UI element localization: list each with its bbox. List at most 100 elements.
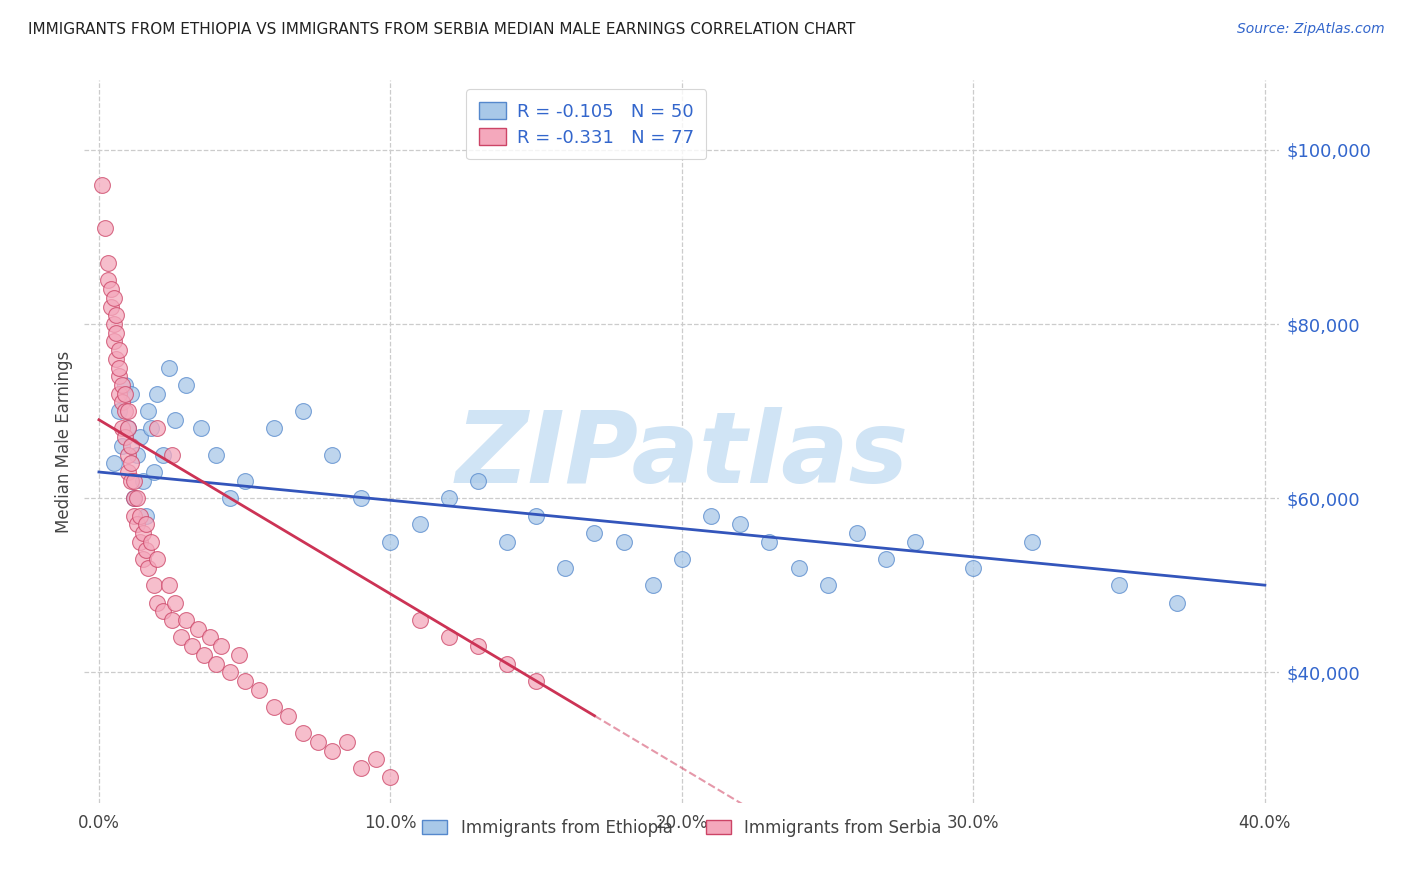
Point (125, 491, 148, 505)
Point (787, 561, 810, 575)
Point (135, 508, 157, 523)
Point (125, 517, 148, 532)
Text: ZIPatlas: ZIPatlas (456, 408, 908, 505)
Point (152, 604, 174, 618)
Point (875, 552, 897, 566)
Point (496, 534, 519, 549)
Point (114, 386, 136, 401)
Point (198, 631, 221, 645)
Point (122, 491, 145, 505)
Point (128, 534, 150, 549)
Point (138, 561, 160, 575)
Point (263, 700, 285, 714)
Point (176, 378, 198, 392)
Point (135, 543, 157, 558)
Point (321, 743, 343, 757)
Point (1108, 578, 1130, 592)
Point (641, 578, 664, 592)
Y-axis label: Median Male Earnings: Median Male Earnings (55, 351, 73, 533)
Point (700, 508, 723, 523)
Point (122, 508, 145, 523)
Point (103, 334, 125, 349)
Point (291, 404, 314, 418)
Point (125, 448, 148, 462)
Point (467, 639, 489, 653)
Point (671, 552, 693, 566)
Point (117, 465, 139, 479)
Point (350, 761, 373, 775)
Point (146, 596, 169, 610)
Point (131, 552, 153, 566)
Point (962, 561, 984, 575)
Point (321, 448, 343, 462)
Point (228, 648, 250, 662)
Point (496, 657, 519, 671)
Point (114, 430, 136, 444)
Point (219, 491, 242, 505)
Point (728, 517, 751, 532)
Point (103, 456, 125, 470)
Point (163, 596, 186, 610)
Point (613, 534, 636, 549)
Point (141, 534, 163, 549)
Point (131, 525, 153, 540)
Point (128, 430, 150, 444)
Text: IMMIGRANTS FROM ETHIOPIA VS IMMIGRANTS FROM SERBIA MEDIAN MALE EARNINGS CORRELAT: IMMIGRANTS FROM ETHIOPIA VS IMMIGRANTS F… (28, 22, 855, 37)
Point (90, 178, 112, 192)
Point (817, 578, 839, 592)
Point (380, 534, 402, 549)
Point (408, 517, 430, 532)
Point (364, 752, 387, 766)
Point (108, 360, 131, 375)
Point (190, 421, 212, 435)
Point (97, 256, 120, 270)
Point (105, 326, 128, 340)
Point (117, 404, 139, 418)
Point (193, 648, 215, 662)
Point (233, 673, 256, 688)
Point (103, 291, 125, 305)
Point (143, 578, 166, 592)
Point (117, 421, 139, 435)
Point (204, 448, 226, 462)
Point (437, 631, 460, 645)
Point (111, 421, 134, 435)
Point (122, 474, 145, 488)
Legend: Immigrants from Ethiopia, Immigrants from Serbia: Immigrants from Ethiopia, Immigrants fro… (413, 810, 950, 845)
Point (163, 413, 186, 427)
Point (277, 708, 299, 723)
Point (111, 378, 134, 392)
Point (524, 508, 547, 523)
Point (135, 517, 157, 532)
Point (1166, 596, 1188, 610)
Point (554, 561, 576, 575)
Point (114, 404, 136, 418)
Point (583, 525, 606, 540)
Point (108, 404, 131, 418)
Point (160, 613, 183, 627)
Point (350, 491, 373, 505)
Point (904, 534, 927, 549)
Point (128, 508, 150, 523)
Point (117, 448, 139, 462)
Point (97, 273, 120, 287)
Point (141, 421, 163, 435)
Point (152, 448, 174, 462)
Point (336, 735, 359, 749)
Point (181, 639, 204, 653)
Point (103, 317, 125, 331)
Point (524, 673, 547, 688)
Point (146, 386, 169, 401)
Point (219, 665, 242, 680)
Point (122, 491, 145, 505)
Point (307, 735, 329, 749)
Point (117, 421, 139, 435)
Point (120, 386, 142, 401)
Point (408, 613, 430, 627)
Point (94, 221, 117, 235)
Point (169, 631, 191, 645)
Point (131, 474, 153, 488)
Point (100, 300, 122, 314)
Point (108, 369, 131, 384)
Point (120, 439, 142, 453)
